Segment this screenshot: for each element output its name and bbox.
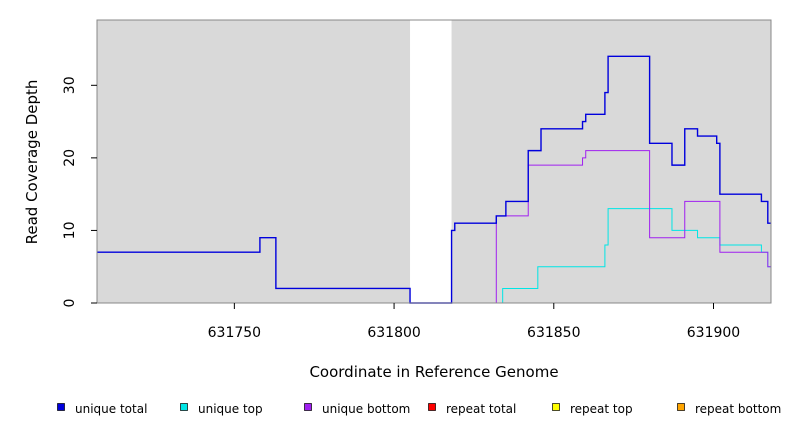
x-tick-label: 631900 [687,325,740,341]
legend-label: repeat top [570,402,633,416]
x-tick-label: 631850 [527,325,580,341]
plot-panel-0 [97,20,411,303]
y-tick-label: 20 [62,149,78,167]
legend-label: repeat bottom [695,402,781,416]
legend-item-repeat-top: repeat top [552,402,633,416]
legend-item-unique-total: unique total [57,402,147,416]
y-tick-label: 0 [62,299,78,308]
plot-frame [96,19,772,304]
legend-swatch [57,403,65,411]
legend-item-repeat-bottom: repeat bottom [677,402,781,416]
series-line-unique-bottom [97,150,771,304]
legend-swatch [180,403,188,411]
ticks-layer: 631750 631800 631850 631900 0 10 20 30 [62,76,740,341]
x-tick-label: 631800 [367,325,420,341]
legend: unique total unique top unique bottom repea… [57,402,781,416]
y-axis-title: Read Coverage Depth [23,80,41,245]
legend-item-unique-top: unique top [180,402,263,416]
y-tick-label: 30 [62,76,78,94]
legend-item-repeat-total: repeat total [428,402,516,416]
x-tick-label: 631750 [208,325,261,341]
x-axis-title: Coordinate in Reference Genome [309,363,558,381]
legend-swatch [677,403,685,411]
legend-swatch [304,403,312,411]
series-line-unique-top [97,208,771,304]
legend-swatch [428,403,436,411]
series-line-unique-total [97,55,771,304]
y-tick-label: 10 [62,222,78,240]
legend-label: repeat total [446,402,516,416]
plot-background [97,20,771,303]
axes-layer [96,19,772,304]
legend-label: unique total [75,402,147,416]
legend-item-unique-bottom: unique bottom [304,402,410,416]
plot-panel-1 [451,20,771,303]
legend-label: unique top [198,402,263,416]
legend-label: unique bottom [322,402,410,416]
legend-swatch [552,403,560,411]
